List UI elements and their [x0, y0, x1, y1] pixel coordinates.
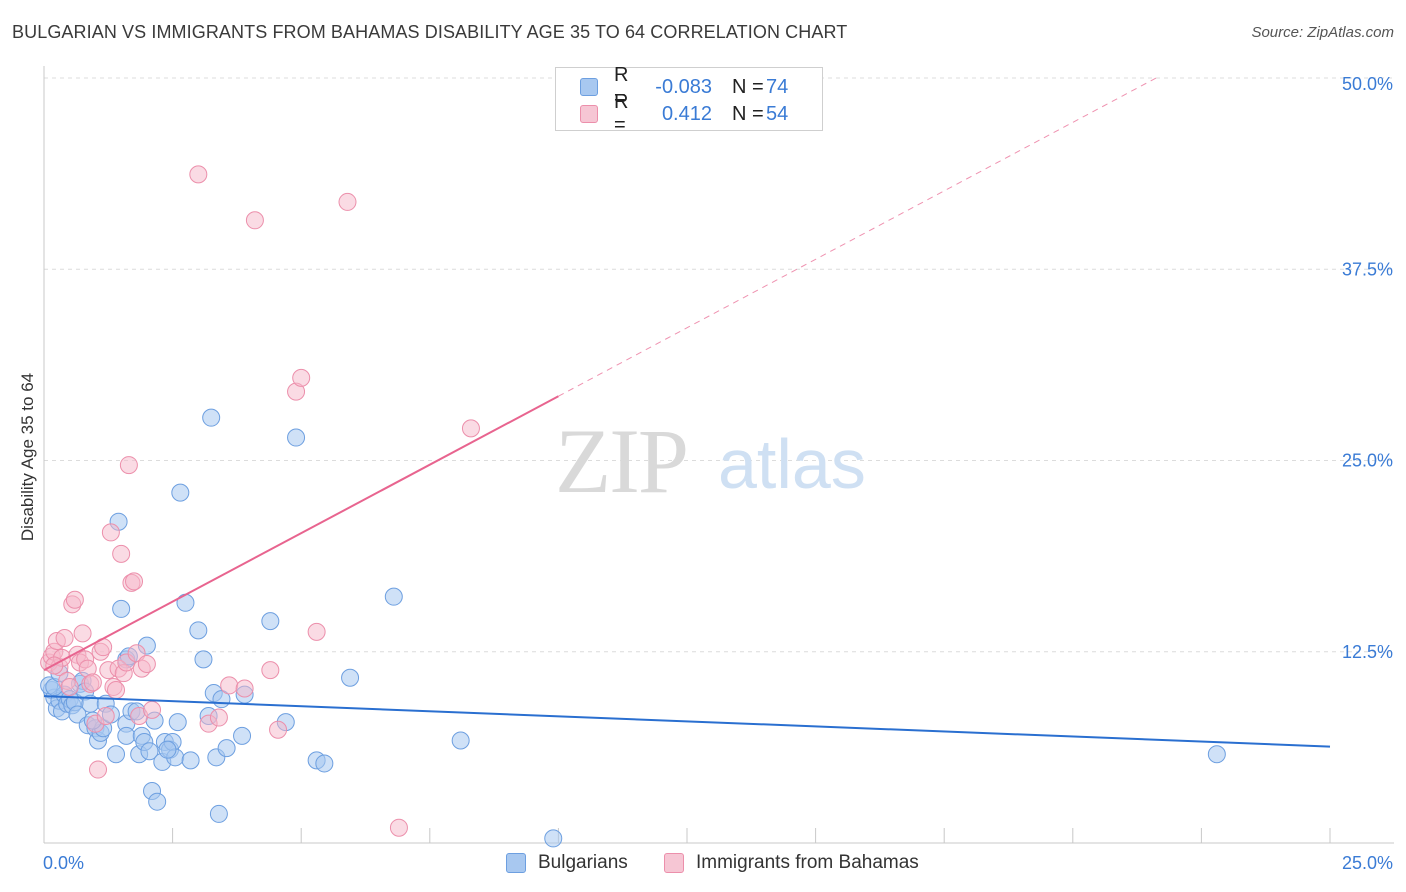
trend-line-bahamas: [43, 395, 559, 671]
r-label: R =: [614, 91, 629, 136]
r-value: 0.412: [661, 102, 712, 125]
point-bahamas: [209, 708, 228, 727]
r-label: R =: [614, 64, 629, 109]
point-bulgarians: [181, 751, 200, 770]
watermark-zip: ZIP: [555, 410, 687, 512]
y-tick-label: 25.0%: [1342, 451, 1393, 471]
point-bulgarians: [261, 612, 280, 631]
trend-line-bulgarians: [43, 695, 1331, 748]
point-bahamas: [55, 628, 74, 647]
point-bahamas: [83, 673, 102, 692]
point-bahamas: [261, 661, 280, 680]
point-bulgarians: [194, 650, 213, 669]
point-bulgarians: [189, 621, 208, 640]
legend-label: Immigrants from Bahamas: [696, 852, 919, 873]
point-bahamas: [96, 707, 115, 726]
point-bahamas: [101, 523, 120, 542]
y-tick-labels: 12.5% 25.0% 37.5% 50.0%: [1342, 74, 1393, 662]
y-tick-label: 37.5%: [1342, 259, 1393, 279]
legend-item-bahamas[interactable]: Immigrants from Bahamas: [664, 852, 919, 874]
trend-lines: [43, 77, 1331, 748]
point-bahamas: [65, 590, 84, 609]
point-bahamas: [307, 622, 326, 641]
source-label: Source: ZipAtlas.com: [1251, 24, 1394, 41]
point-bulgarians: [107, 745, 126, 764]
gridlines: [44, 77, 1394, 653]
legend-row-bulgarians: R = -0.083 N = 74: [580, 64, 789, 109]
point-bulgarians: [158, 740, 177, 759]
point-bahamas: [338, 192, 357, 211]
x-tick-labels: 0.0% 25.0%: [43, 853, 1393, 873]
legend-swatch-blue: [506, 853, 526, 873]
point-bulgarians: [202, 408, 221, 427]
point-bahamas: [60, 677, 79, 696]
point-bahamas: [143, 700, 162, 719]
point-bulgarians: [1207, 745, 1226, 764]
point-bahamas: [119, 456, 138, 475]
chart-title: BULGARIAN VS IMMIGRANTS FROM BAHAMAS DIS…: [12, 22, 848, 42]
point-bahamas: [235, 679, 254, 698]
point-bahamas: [245, 211, 264, 230]
y-axis-label: Disability Age 35 to 64: [18, 373, 37, 541]
n-label: N =: [732, 75, 764, 98]
point-bulgarians: [315, 754, 334, 773]
point-bulgarians: [209, 804, 228, 823]
point-bahamas: [125, 572, 144, 591]
legend-swatch-blue: [580, 78, 598, 96]
legend-item-bulgarians[interactable]: Bulgarians: [506, 852, 628, 874]
point-bahamas: [189, 165, 208, 184]
y-tick-label: 50.0%: [1342, 74, 1393, 94]
point-bulgarians: [217, 739, 236, 758]
r-value: -0.083: [655, 75, 712, 98]
legend-label: Bulgarians: [538, 852, 628, 873]
correlation-legend: R = -0.083 N = 74 R = 0.412 N = 54: [555, 64, 823, 136]
series-legend: Bulgarians Immigrants from Bahamas: [0, 852, 1406, 878]
series-bulgarians: [40, 408, 1226, 848]
x-tick-label: 25.0%: [1342, 853, 1393, 873]
legend-row-bahamas: R = 0.412 N = 54: [580, 91, 789, 136]
point-bahamas: [107, 681, 126, 699]
point-bahamas: [461, 419, 480, 438]
point-bulgarians: [233, 726, 252, 745]
point-bahamas: [89, 760, 108, 779]
point-bahamas: [137, 654, 156, 673]
point-bahamas: [292, 368, 311, 387]
point-bulgarians: [140, 742, 159, 761]
point-bahamas: [389, 818, 408, 837]
point-bulgarians: [148, 792, 167, 811]
point-bulgarians: [117, 726, 136, 745]
point-bulgarians: [168, 713, 187, 732]
x-tick-label: 0.0%: [43, 853, 84, 873]
point-bulgarians: [171, 483, 190, 502]
n-value: 74: [766, 75, 789, 98]
n-value: 54: [766, 102, 789, 125]
y-tick-label: 12.5%: [1342, 642, 1393, 662]
legend-swatch-pink: [664, 853, 684, 873]
point-bulgarians: [384, 587, 403, 606]
point-bulgarians: [451, 731, 470, 750]
point-bulgarians: [341, 668, 360, 687]
point-bahamas: [220, 676, 239, 695]
point-bulgarians: [287, 428, 306, 447]
point-bahamas: [73, 624, 92, 643]
point-bulgarians: [544, 829, 563, 848]
watermark-atlas: atlas: [718, 425, 866, 503]
point-bahamas: [112, 544, 131, 563]
series-bahamas: [40, 165, 480, 837]
n-label: N =: [732, 102, 764, 125]
point-bahamas: [269, 720, 288, 739]
trend-line-bahamas-extension: [558, 77, 1157, 397]
point-bulgarians: [112, 599, 131, 618]
legend-swatch-pink: [580, 105, 598, 123]
